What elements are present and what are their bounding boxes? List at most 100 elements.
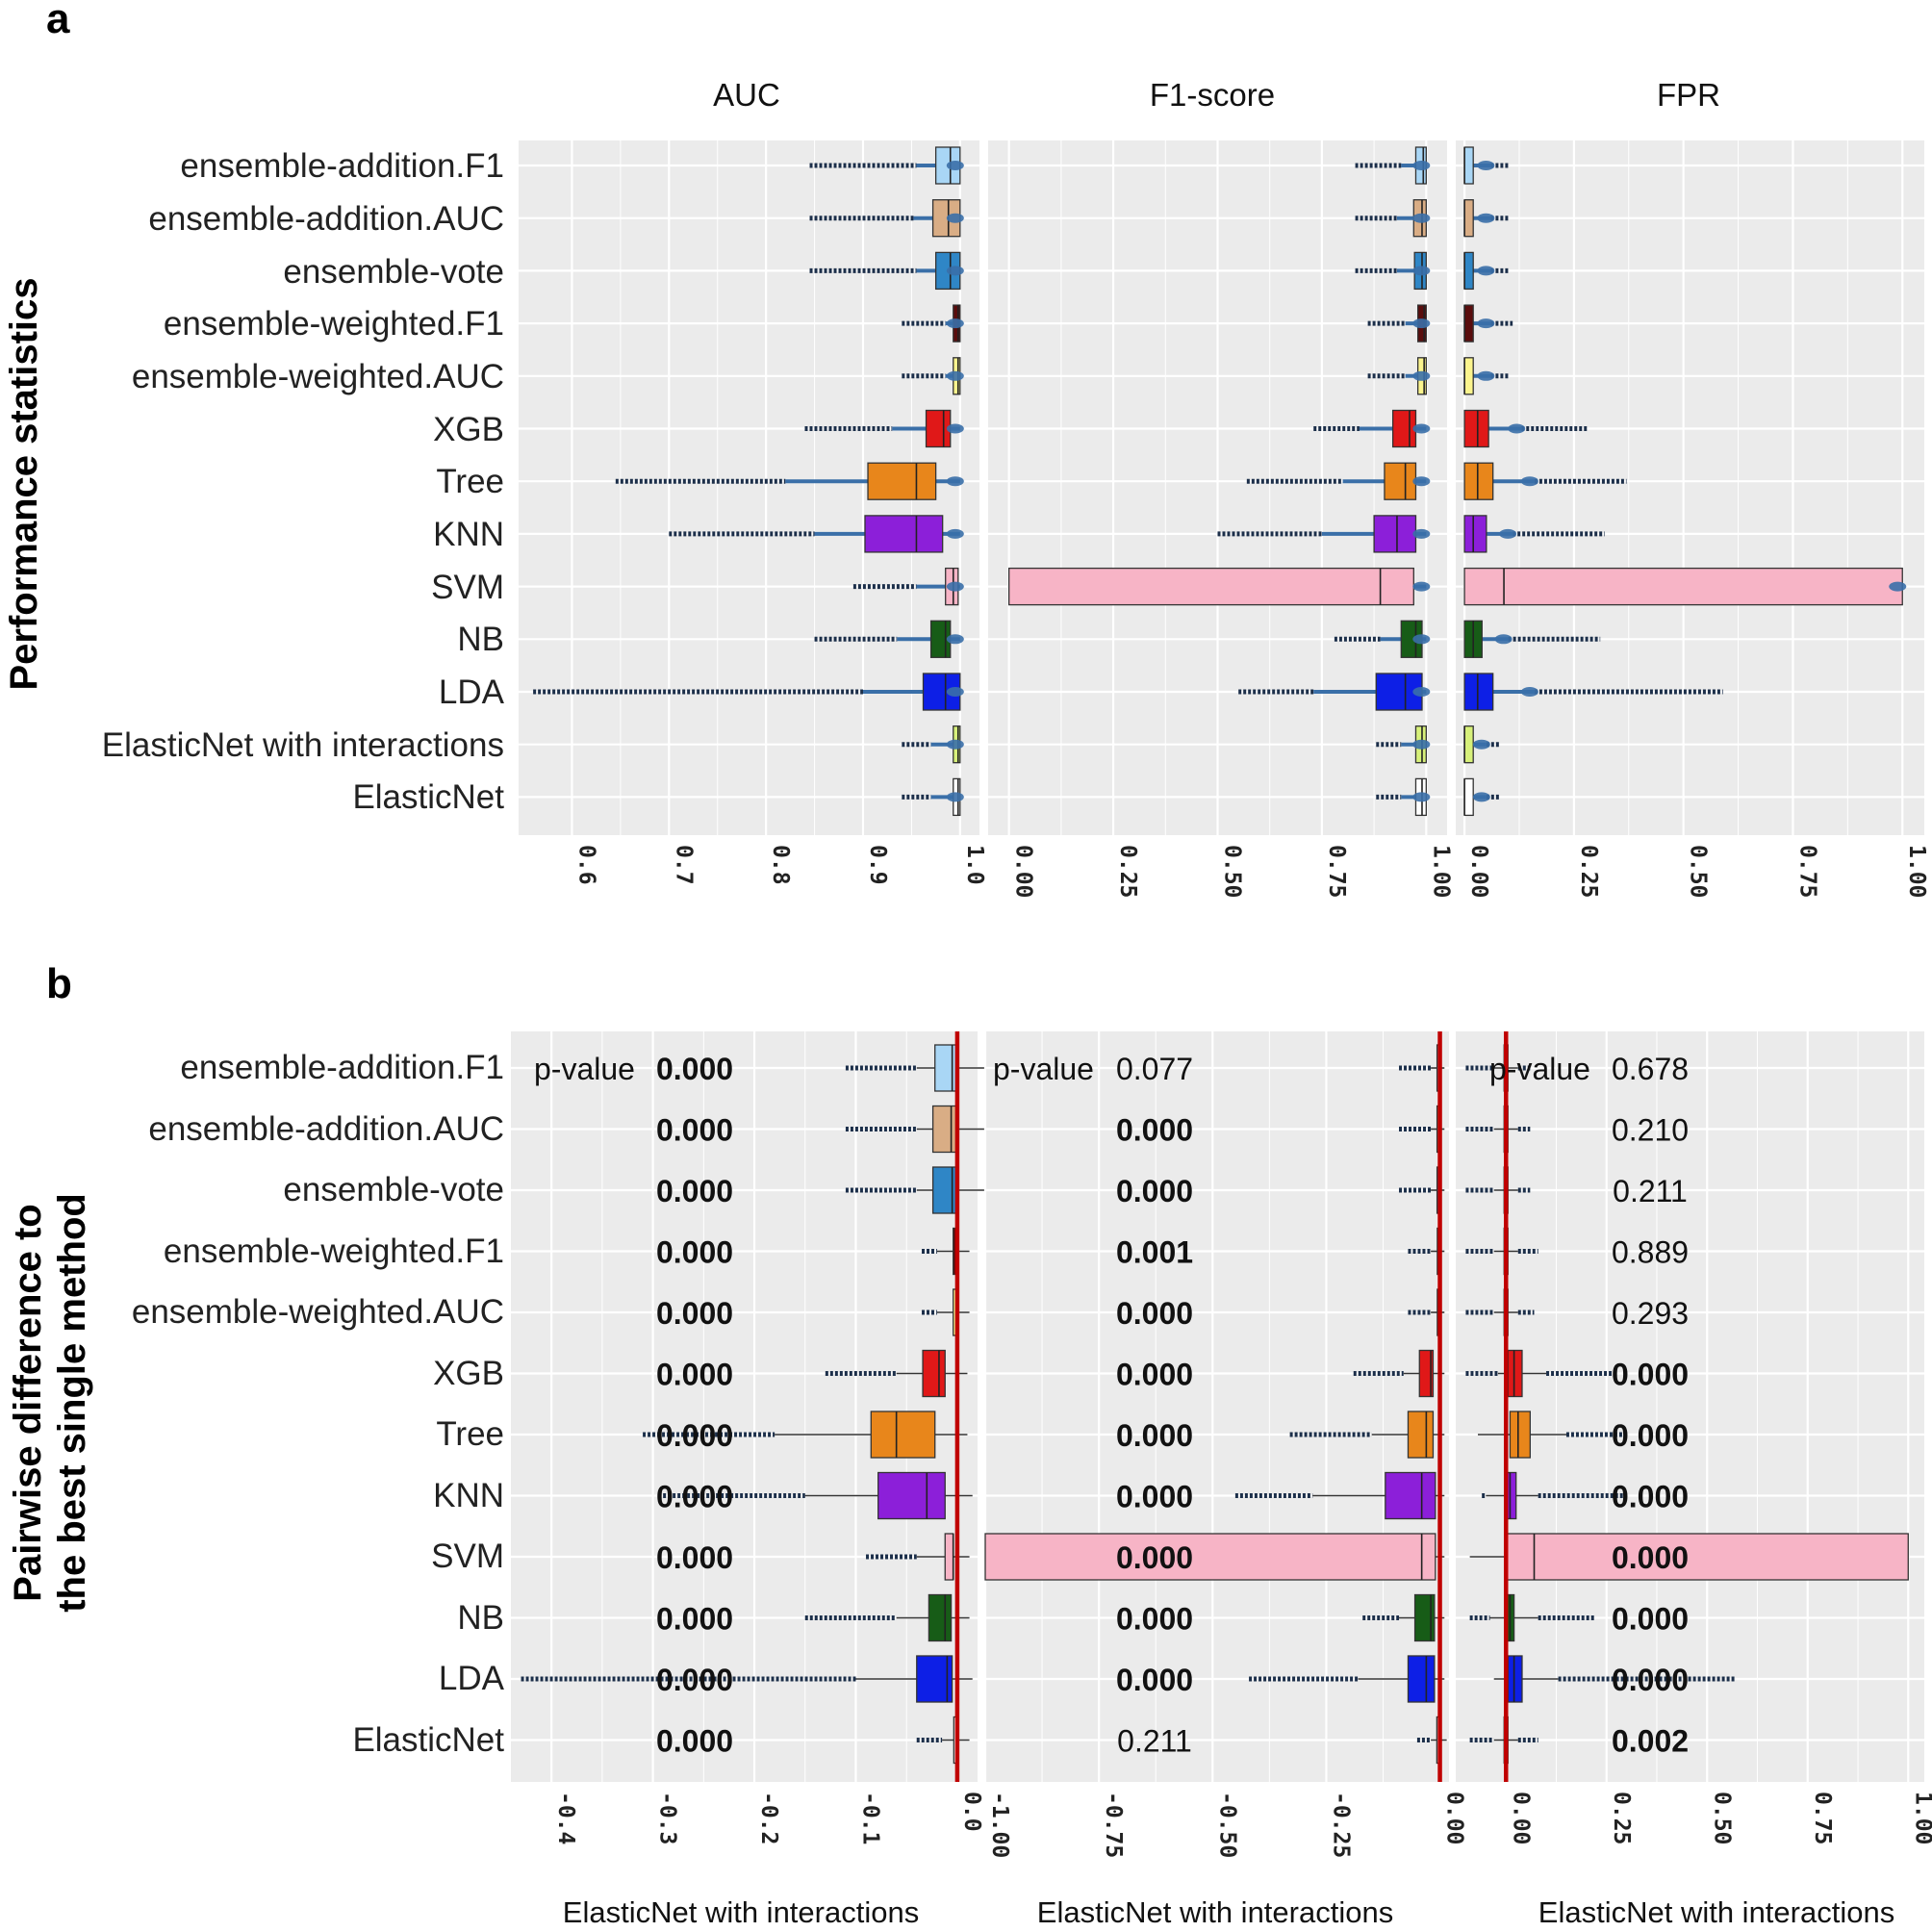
a-facet0-density <box>946 687 964 697</box>
a-facet2-tick-label: 0.00 <box>1466 845 1491 898</box>
b-facet1-tick-label: -0.75 <box>1101 1792 1126 1858</box>
facet-title-auc: AUC <box>713 77 780 113</box>
cat-label: Tree <box>436 1415 504 1453</box>
p-value: 0.000 <box>656 1602 733 1637</box>
a-facet2-density <box>1889 581 1907 592</box>
b-facet0-panel-bg <box>511 1031 978 1782</box>
panel-a-category-labels: ensemble-addition.F1 ensemble-addition.A… <box>102 147 505 816</box>
b-facet1-box <box>1418 1349 1435 1398</box>
p-value: 0.889 <box>1612 1235 1689 1270</box>
p-value-prefix: p-value <box>993 1052 1094 1086</box>
b-facet2-box <box>1509 1411 1531 1459</box>
b-facet0-box <box>870 1411 936 1459</box>
cat-label: SVM <box>431 569 504 606</box>
cat-label: ensemble-weighted.F1 <box>164 305 504 343</box>
a-facet0-tick-label: 0.9 <box>865 845 890 885</box>
a-facet0-density <box>946 318 964 329</box>
a-facet2-box <box>1463 304 1474 343</box>
a-facet2-box <box>1463 146 1474 185</box>
a-facet2-density <box>1520 476 1538 487</box>
b-facet1-box <box>1385 1471 1436 1520</box>
facet-title-fpr: FPR <box>1657 77 1720 113</box>
b-facet0-box <box>944 1533 954 1581</box>
a-facet0-tick-label: 1.0 <box>962 845 987 885</box>
p-value: 0.000 <box>1116 1174 1193 1208</box>
facet-title-f1: F1-score <box>1150 77 1275 113</box>
p-value: 0.000 <box>1612 1358 1689 1392</box>
xlabel-b-f1: ElasticNet with interactions <box>1037 1895 1393 1929</box>
a-facet1-tick-label: 0.75 <box>1324 845 1349 898</box>
cat-label: LDA <box>439 674 505 711</box>
panel-a-ylabel: Performance statistics <box>3 277 45 690</box>
b-facet0-box <box>934 1044 958 1092</box>
p-value: 0.000 <box>1116 1358 1193 1392</box>
xlabel-b-auc: ElasticNet with interactions <box>563 1895 919 1929</box>
b-facet2-tick-label: 0.75 <box>1810 1792 1835 1844</box>
a-facet1-tick-label: 0.25 <box>1115 845 1140 898</box>
p-value: 0.000 <box>656 1418 733 1453</box>
p-value: 0.000 <box>656 1113 733 1148</box>
a-facet2-density <box>1477 370 1495 381</box>
a-facet2-tick-label: 0.50 <box>1686 845 1711 898</box>
b-facet1-tick-label: -0.25 <box>1328 1792 1353 1858</box>
b-facet2-tick-label: 0.25 <box>1609 1792 1634 1844</box>
a-facet1-density <box>1412 161 1431 170</box>
a-facet1-density <box>1412 423 1431 434</box>
b-facet1-box <box>1407 1411 1435 1459</box>
b-facet1-panel-bg <box>985 1031 1449 1782</box>
a-facet2-box <box>1463 515 1487 553</box>
p-value: 0.000 <box>1612 1540 1689 1575</box>
cat-label: ElasticNet <box>352 778 504 816</box>
p-value-prefix: p-value <box>1489 1052 1590 1086</box>
p-value: 0.293 <box>1612 1296 1689 1331</box>
panel-b-category-labels: ensemble-addition.F1 ensemble-addition.A… <box>132 1049 505 1759</box>
a-facet0-density <box>946 266 964 276</box>
b-facet2-tick-label: 0.00 <box>1508 1792 1533 1844</box>
a-facet2-density <box>1477 266 1495 276</box>
a-facet0-density <box>946 792 964 802</box>
p-value: 0.000 <box>656 1174 733 1208</box>
b-facet0-box <box>928 1593 953 1642</box>
cat-label: SVM <box>431 1538 504 1575</box>
a-facet0-density <box>946 370 964 381</box>
a-facet1-density <box>1412 476 1431 487</box>
a-facet1-density <box>1412 687 1431 697</box>
p-value: 0.000 <box>1116 1418 1193 1453</box>
a-facet2-box <box>1463 567 1903 606</box>
p-value: 0.000 <box>656 1358 733 1392</box>
a-facet2-density <box>1508 423 1526 434</box>
a-facet2-box <box>1463 409 1489 448</box>
p-value: 0.000 <box>1612 1602 1689 1637</box>
p-value: 0.000 <box>1116 1296 1193 1331</box>
b-facet2-box <box>1507 1349 1523 1398</box>
a-facet1-density <box>1412 318 1431 329</box>
cat-label: ElasticNet with interactions <box>102 726 504 764</box>
p-value: 0.000 <box>1116 1602 1193 1637</box>
a-facet1-density <box>1412 213 1431 223</box>
a-facet2-density <box>1499 528 1517 539</box>
p-value-prefix: p-value <box>534 1052 635 1086</box>
b-facet0-box <box>916 1655 953 1703</box>
a-facet2-panel-bg <box>1456 140 1924 835</box>
cat-label: ensemble-vote <box>283 253 504 291</box>
p-value: 0.002 <box>1612 1724 1689 1759</box>
panel-a-label: a <box>46 0 70 42</box>
a-facet2-density <box>1472 792 1490 802</box>
cat-label: ensemble-addition.AUC <box>148 1110 504 1148</box>
a-facet1-density <box>1412 739 1431 750</box>
p-value: 0.000 <box>656 1663 733 1697</box>
a-facet1-density <box>1412 634 1431 645</box>
b-facet0-box <box>931 1105 958 1154</box>
p-value: 0.000 <box>1612 1480 1689 1514</box>
a-facet1-density <box>1412 792 1431 802</box>
b-facet1-box <box>984 1533 1436 1581</box>
cat-label: ElasticNet <box>352 1721 504 1759</box>
a-facet0-density <box>946 213 964 223</box>
p-value: 0.001 <box>1116 1235 1193 1270</box>
p-value: 0.000 <box>656 1540 733 1575</box>
p-value: 0.077 <box>1116 1052 1193 1086</box>
cat-label: ensemble-addition.F1 <box>180 1049 504 1086</box>
cat-label: NB <box>457 621 504 658</box>
p-value: 0.000 <box>1612 1663 1689 1697</box>
